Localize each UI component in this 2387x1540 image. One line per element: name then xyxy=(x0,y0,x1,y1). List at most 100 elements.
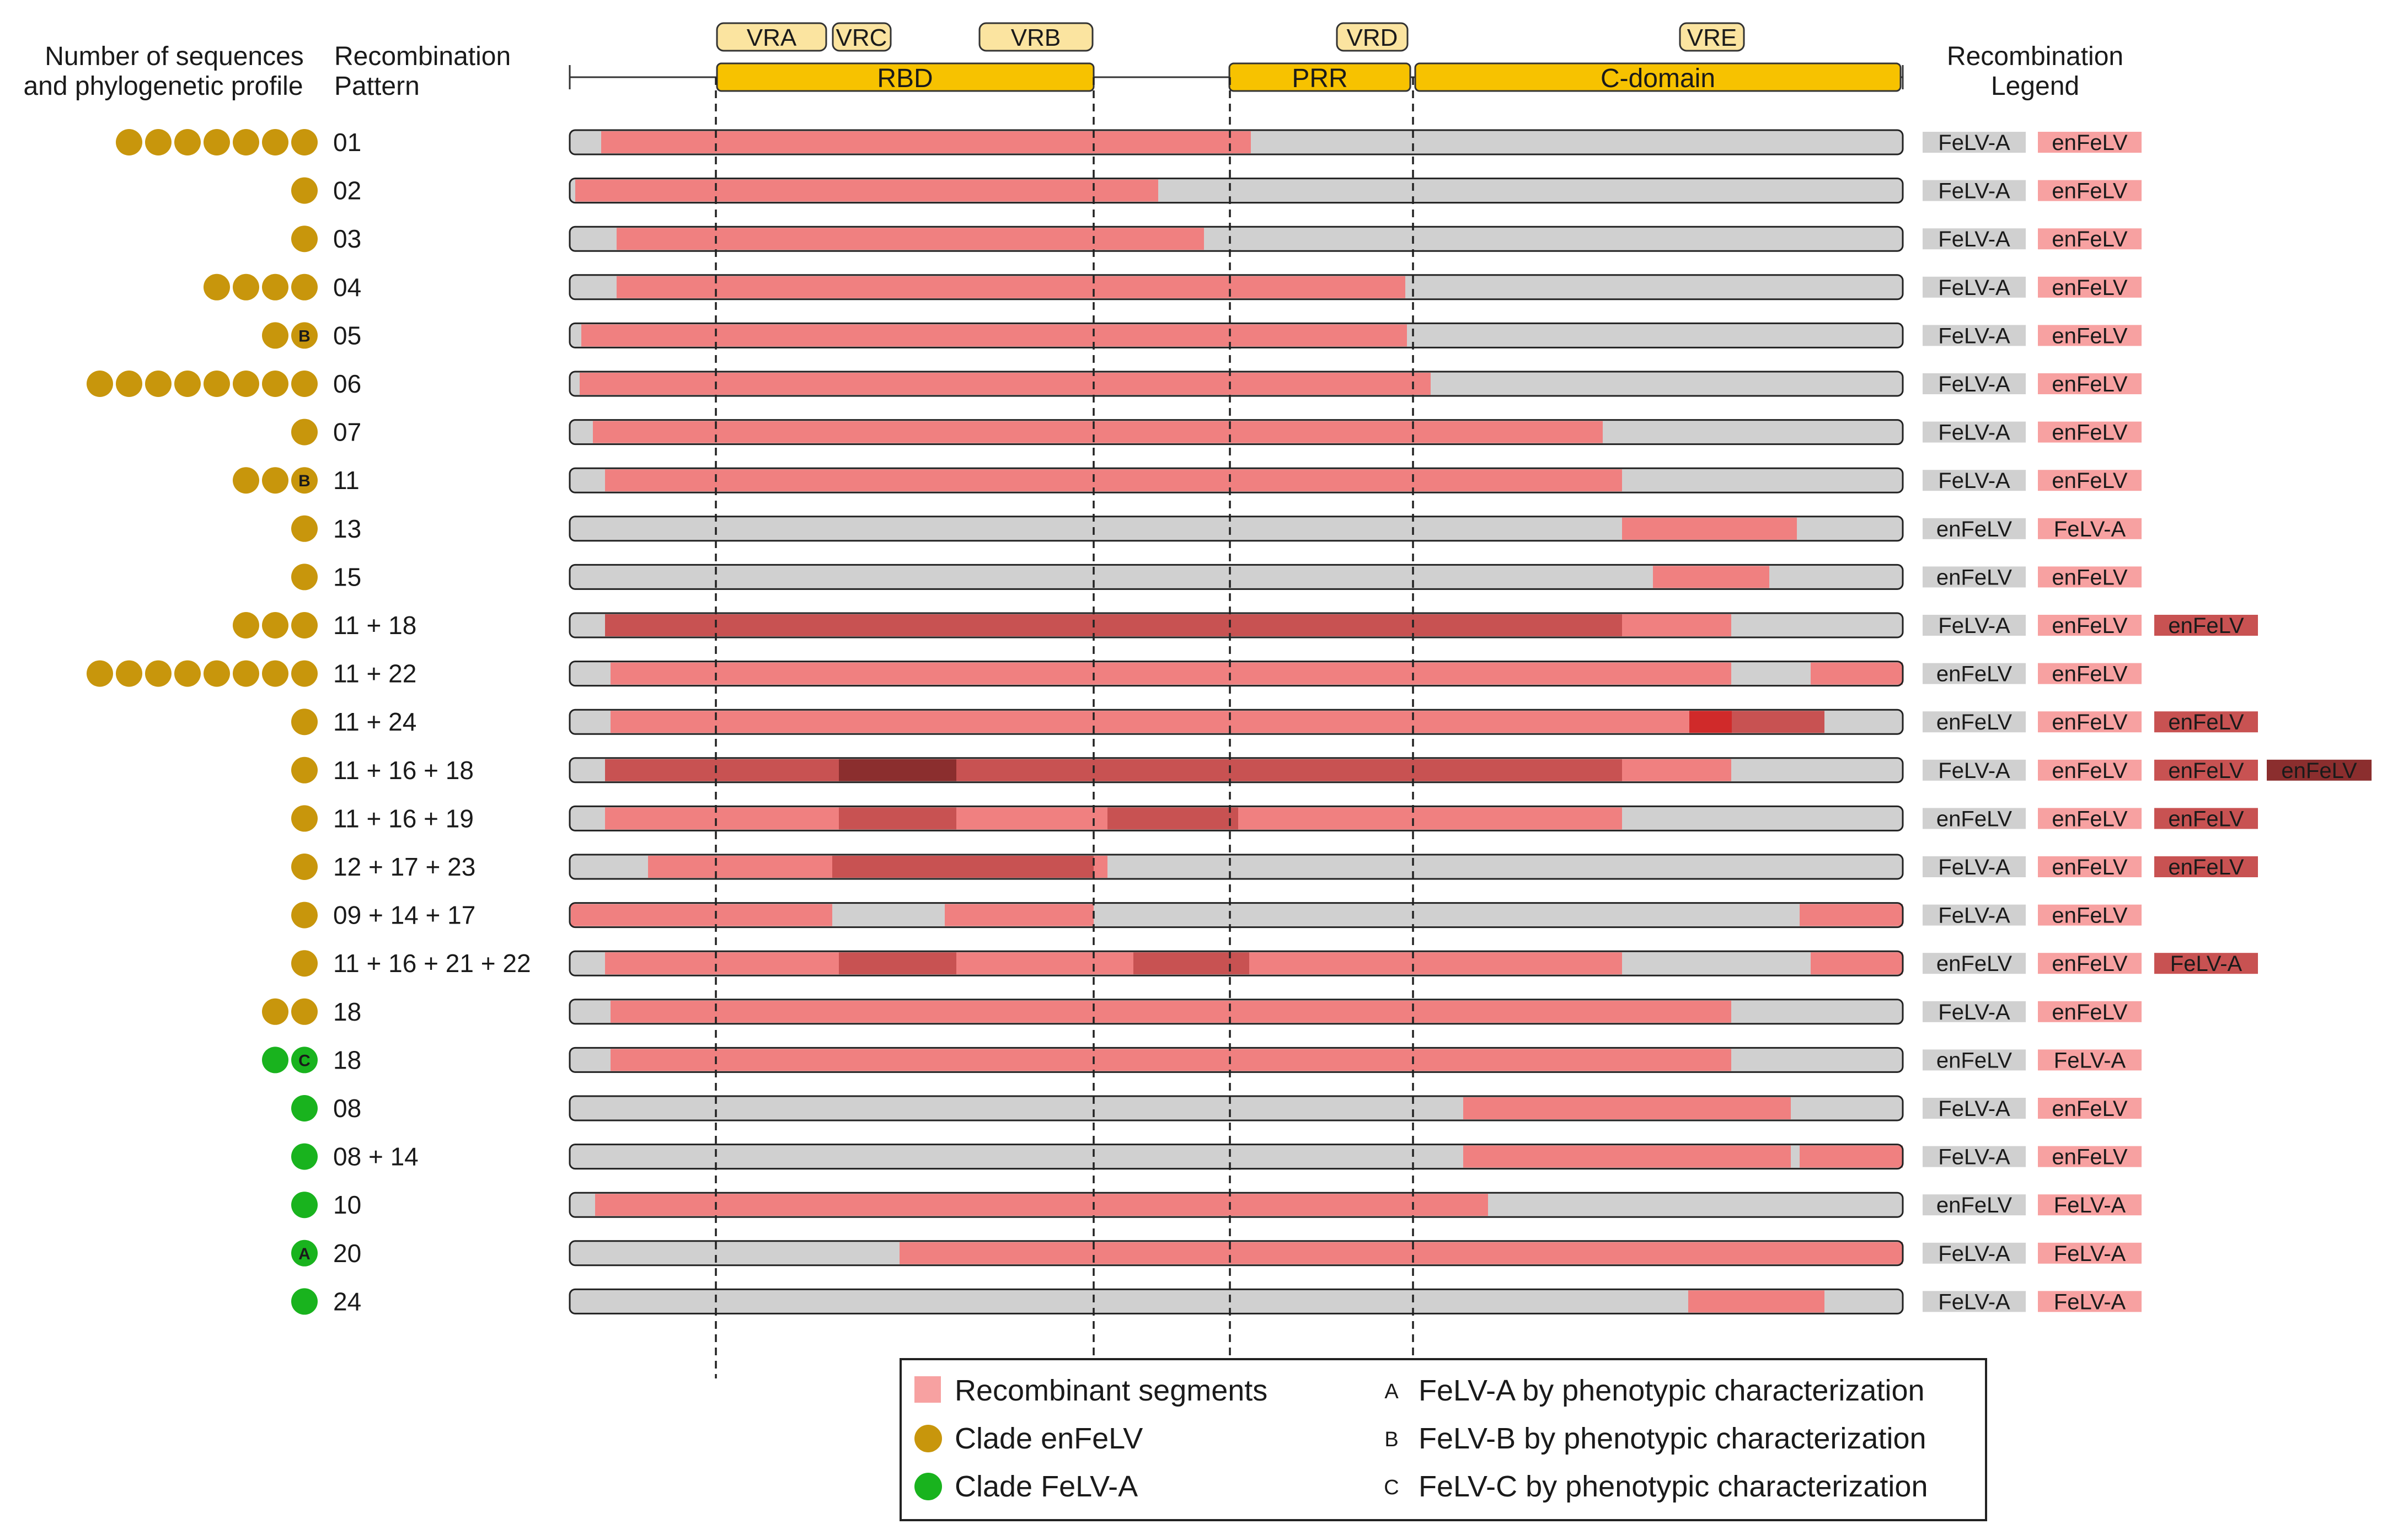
legend-tag-label: enFeLV xyxy=(1936,517,2012,541)
clade-enfelv-dot xyxy=(204,371,230,397)
genome-bar-outline xyxy=(569,1047,1904,1073)
legend-tag xyxy=(2038,470,2142,491)
recombinant-segment xyxy=(593,421,1603,443)
clade-enfelv-dot xyxy=(291,467,318,494)
clade-enfelv-dot xyxy=(233,660,259,687)
pattern-label: 08 xyxy=(333,1094,361,1123)
legend-tag-label: enFeLV xyxy=(2168,614,2244,638)
legend-tag xyxy=(1923,1001,2026,1022)
genome-bar-outline xyxy=(569,467,1904,493)
clade-enfelv-dot xyxy=(291,226,318,253)
legend-tag-label: enFeLV xyxy=(2052,565,2127,589)
legend-tag xyxy=(1923,421,2026,443)
clade-enfelv-dot xyxy=(291,902,318,929)
genome-bar xyxy=(570,516,1903,541)
domain-rbd-label: RBD xyxy=(877,64,933,93)
clade-enfelv-dot xyxy=(262,998,288,1025)
clade-felva-dot xyxy=(291,1047,318,1074)
pattern-label: 18 xyxy=(333,1045,361,1074)
legend-tag xyxy=(2038,663,2142,684)
recombinant-segment xyxy=(839,759,956,781)
recombinant-segment xyxy=(1653,566,1769,588)
key-recombinant-label: Recombinant segments xyxy=(955,1374,1267,1407)
recombinant-segment xyxy=(1800,904,1903,926)
clade-enfelv-dot xyxy=(145,371,172,397)
legend-tag-label: enFeLV xyxy=(2052,469,2127,493)
pattern-row: 11 + 18 FeLV-A enFeLV enFeLV xyxy=(233,611,2258,640)
recombinant-segment xyxy=(648,856,832,878)
clade-enfelv-dot xyxy=(174,660,201,687)
key-pheno-b: FeLV-B by phenotypic characterization xyxy=(1419,1422,1926,1455)
recombinant-segment xyxy=(1622,614,1731,636)
genome-bar-outline xyxy=(569,805,1904,831)
domain-c: C-domain xyxy=(1414,62,1902,93)
clade-enfelv-dot xyxy=(291,322,318,349)
clade-felva-dot xyxy=(291,1288,318,1315)
genome-bar-outline xyxy=(569,1288,1904,1314)
genome-bar xyxy=(570,903,1903,927)
recombinant-segment xyxy=(611,662,1731,685)
legend-tag-label: enFeLV xyxy=(1936,1193,2012,1217)
genome-bar-outline xyxy=(569,854,1904,880)
pattern-row: C 18 enFeLV FeLV-A xyxy=(262,1045,2142,1074)
legend-tag xyxy=(2038,325,2142,346)
genome-bar-outline xyxy=(569,757,1904,784)
clade-enfelv-dot xyxy=(87,371,113,397)
pattern-label: 20 xyxy=(333,1239,361,1268)
pattern-row: 02 FeLV-A enFeLV xyxy=(291,176,2142,205)
legend-tag-label: FeLV-A xyxy=(1938,1290,2010,1314)
clade-enfelv-dot xyxy=(233,273,259,301)
recombinant-segment xyxy=(1107,807,1238,830)
clade-enfelv-dot xyxy=(233,612,259,638)
vr-vre-label: VRE xyxy=(1687,24,1737,51)
legend-tag xyxy=(2038,904,2142,926)
genome-bar-outline xyxy=(569,322,1904,348)
clade-enfelv-dot xyxy=(233,371,259,397)
legend-tag-label: enFeLV xyxy=(2052,227,2127,251)
clade-enfelv-dot xyxy=(116,660,142,687)
clade-felva-dot xyxy=(291,1143,318,1170)
phenotype-letter: B xyxy=(298,472,311,490)
genome-bar xyxy=(570,1289,1903,1314)
recombinant-segment xyxy=(601,131,1251,153)
clade-enfelv-dot xyxy=(291,371,318,397)
legend-tag xyxy=(1923,518,2026,539)
legend-tag-label: enFeLV xyxy=(1936,565,2012,589)
pattern-row: 11 + 24 enFeLV enFeLV enFeLV xyxy=(291,707,2258,736)
pattern-row: 11 + 16 + 19 enFeLV enFeLV enFeLV xyxy=(291,804,2258,833)
genome-bar-outline xyxy=(569,1144,1904,1170)
pattern-label: 07 xyxy=(333,418,361,447)
legend-tag-label: FeLV-A xyxy=(2054,517,2126,541)
recombinant-segment xyxy=(839,952,956,975)
legend-tag-label: enFeLV xyxy=(2052,131,2127,155)
legend-tag xyxy=(2038,421,2142,443)
clade-enfelv-dot xyxy=(204,660,230,687)
recombinant-segment xyxy=(945,856,1094,878)
legend-tag-label: enFeLV xyxy=(2168,855,2244,879)
genome-bar-outline xyxy=(569,516,1904,542)
pattern-row: 12 + 17 + 23 FeLV-A enFeLV enFeLV xyxy=(291,852,2258,881)
recombinant-segment xyxy=(617,228,1204,250)
vr-vra-label: VRA xyxy=(747,24,797,51)
recombinant-segment xyxy=(571,904,832,926)
genome-bar-outline xyxy=(569,612,1904,638)
clade-enfelv-dot xyxy=(291,515,318,542)
legend-tag xyxy=(2038,759,2142,781)
legend-tag-label: FeLV-A xyxy=(2054,1048,2126,1072)
pattern-label: 05 xyxy=(333,321,361,350)
pattern-row: 10 enFeLV FeLV-A xyxy=(291,1190,2142,1219)
legend-tag-label: FeLV-A xyxy=(1938,324,2010,348)
legend-tag-label: FeLV-A xyxy=(1938,1000,2010,1024)
clade-felva-dot xyxy=(291,1239,318,1267)
pattern-label: 08 + 14 xyxy=(333,1142,419,1171)
recombinant-segment xyxy=(1133,952,1249,975)
pattern-row: 08 FeLV-A enFeLV xyxy=(291,1094,2142,1123)
legend-tag xyxy=(2038,228,2142,250)
recombinant-segment xyxy=(605,469,1622,492)
phenotype-letter: A xyxy=(298,1245,311,1263)
pattern-label: 02 xyxy=(333,176,361,205)
genome-bar-outline xyxy=(569,1095,1904,1122)
genome-bar-outline xyxy=(569,709,1904,735)
legend-tag-label: enFeLV xyxy=(1936,710,2012,734)
legend-tag xyxy=(2154,856,2258,877)
